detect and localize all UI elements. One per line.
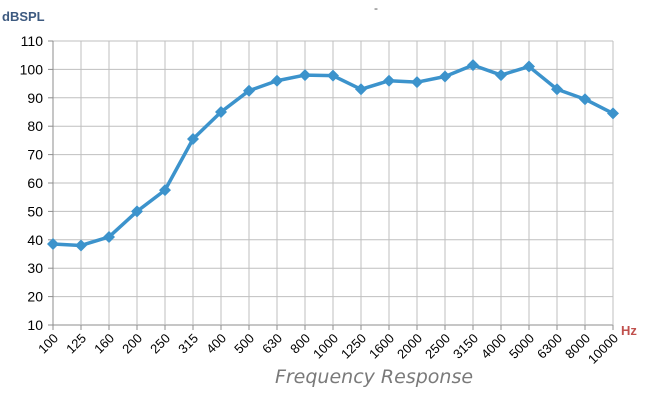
x-axis-label: Hz — [621, 323, 637, 338]
data-series — [47, 59, 619, 252]
x-tick-label-1000: 1000 — [310, 331, 341, 362]
x-tick-label-3150: 3150 — [450, 331, 481, 362]
x-tick-label-250: 250 — [147, 331, 173, 357]
x-tick-label-200: 200 — [119, 331, 145, 357]
y-tick-label-10: 10 — [27, 317, 43, 333]
x-tick-label-125: 125 — [63, 331, 89, 357]
data-point-500 — [243, 84, 255, 97]
chart-title: Frequency Response — [275, 366, 473, 388]
data-point-3150 — [467, 59, 479, 72]
y-tick-label-40: 40 — [27, 232, 43, 248]
data-point-400 — [215, 106, 227, 118]
x-tick-label-10000: 10000 — [585, 331, 621, 367]
x-tick-label-500: 500 — [231, 331, 257, 357]
x-tick-label-4000: 4000 — [478, 331, 509, 362]
data-point-160 — [103, 230, 115, 243]
x-tick-label-400: 400 — [203, 331, 229, 357]
data-point-800 — [299, 69, 311, 82]
x-tick-label-630: 630 — [259, 331, 285, 357]
y-tick-label-50: 50 — [27, 203, 43, 219]
x-tick-label-800: 800 — [287, 331, 313, 357]
y-tick-label-30: 30 — [27, 260, 43, 276]
data-point-6300 — [551, 83, 563, 96]
data-point-2500 — [439, 70, 451, 83]
x-tick-label-315: 315 — [175, 331, 201, 357]
x-tick-label-160: 160 — [91, 331, 117, 357]
data-point-5000 — [523, 60, 535, 73]
x-tick-label-1600: 1600 — [366, 331, 397, 362]
x-tick-labels: 100 125 160 200 250 315 400 500 630 8001000125016… — [35, 331, 621, 367]
x-tick-label-2000: 2000 — [394, 331, 425, 362]
y-tick-label-100: 100 — [20, 61, 44, 77]
y-tick-label-70: 70 — [27, 147, 43, 163]
x-tick-label-5000: 5000 — [506, 331, 537, 362]
data-point-4000 — [495, 69, 507, 82]
x-tick-label-2500: 2500 — [422, 331, 453, 362]
x-tick-label-100: 100 — [35, 331, 61, 357]
y-tick-label-110: 110 — [21, 33, 44, 49]
y-tick-labels: 10 20 30 40 50 60 70 80 90 100 110 — [20, 33, 44, 333]
y-tick-label-60: 60 — [27, 175, 43, 191]
x-tick-label-1250: 1250 — [338, 331, 369, 362]
top-dash-mark: - — [374, 1, 378, 15]
data-point-2000 — [411, 76, 423, 89]
data-point-630 — [271, 74, 283, 87]
grid-lines — [48, 40, 614, 330]
data-point-100 — [47, 238, 59, 251]
data-point-1000 — [327, 69, 339, 82]
data-point-250 — [159, 184, 171, 197]
y-axis-label: dBSPL — [2, 9, 45, 24]
data-point-10000 — [607, 107, 619, 120]
y-tick-label-80: 80 — [27, 118, 43, 134]
data-point-1250 — [355, 83, 367, 96]
data-point-125 — [75, 239, 87, 252]
y-tick-label-20: 20 — [27, 289, 43, 305]
x-tick-label-6300: 6300 — [534, 331, 565, 362]
data-point-8000 — [579, 93, 591, 106]
y-tick-label-90: 90 — [27, 90, 43, 106]
data-point-315 — [187, 132, 199, 145]
data-point-1600 — [383, 74, 395, 87]
data-point-200 — [131, 205, 143, 218]
